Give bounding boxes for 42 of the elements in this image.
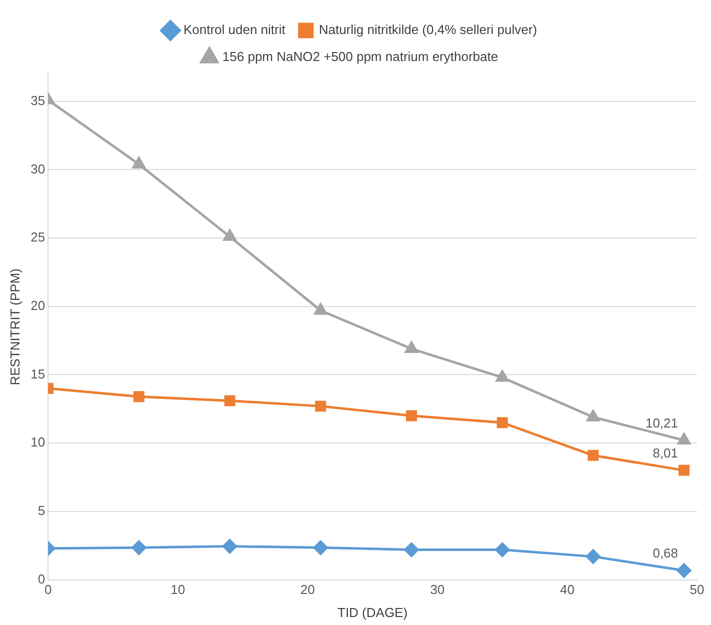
- point: [406, 410, 417, 422]
- point: [222, 539, 238, 554]
- x-tick-label: 30: [430, 582, 445, 598]
- data-label: 8,01: [652, 445, 678, 460]
- y-tick-label: 15: [30, 366, 46, 382]
- y-tick-label: 30: [30, 161, 46, 176]
- x-tick-label: 10: [170, 582, 186, 598]
- y-tick-label: 25: [30, 230, 46, 245]
- point: [588, 450, 599, 461]
- point: [315, 400, 326, 412]
- data-label: 0,68: [652, 546, 678, 561]
- legend-label: 156 ppm NaNO2 +500 ppm natrium erythorbate: [222, 49, 498, 64]
- point: [495, 542, 510, 557]
- point: [586, 410, 600, 422]
- y-axis-title: RESTNITRIT (PPM): [7, 268, 22, 386]
- data-label: 10,21: [645, 415, 678, 430]
- y-tick-label: 10: [30, 434, 46, 450]
- point: [678, 432, 690, 444]
- y-tick-label: 0: [38, 571, 46, 586]
- point: [132, 540, 146, 555]
- x-axis-title: TID (DAGE): [338, 604, 408, 620]
- point: [314, 303, 328, 315]
- point: [678, 464, 690, 476]
- point: [224, 395, 236, 406]
- legend-label: Kontrol uden nitrit: [183, 22, 286, 38]
- point: [405, 342, 418, 354]
- point: [313, 540, 328, 555]
- x-tick-label: 20: [300, 582, 315, 598]
- y-tick-label: 20: [30, 298, 46, 313]
- point: [586, 549, 600, 564]
- point: [496, 370, 509, 382]
- y-tick-label: 5: [38, 503, 46, 518]
- y-tick-label: 35: [30, 92, 46, 108]
- legend-label: Naturlig nitritkilde (0,4% selleri pulver): [318, 22, 538, 38]
- x-tick-label: 50: [690, 582, 704, 598]
- point: [404, 542, 419, 557]
- point: [132, 156, 146, 168]
- point: [223, 229, 236, 241]
- x-tick-label: 40: [560, 582, 574, 598]
- point: [496, 417, 508, 428]
- point: [133, 391, 144, 402]
- point: [676, 563, 692, 578]
